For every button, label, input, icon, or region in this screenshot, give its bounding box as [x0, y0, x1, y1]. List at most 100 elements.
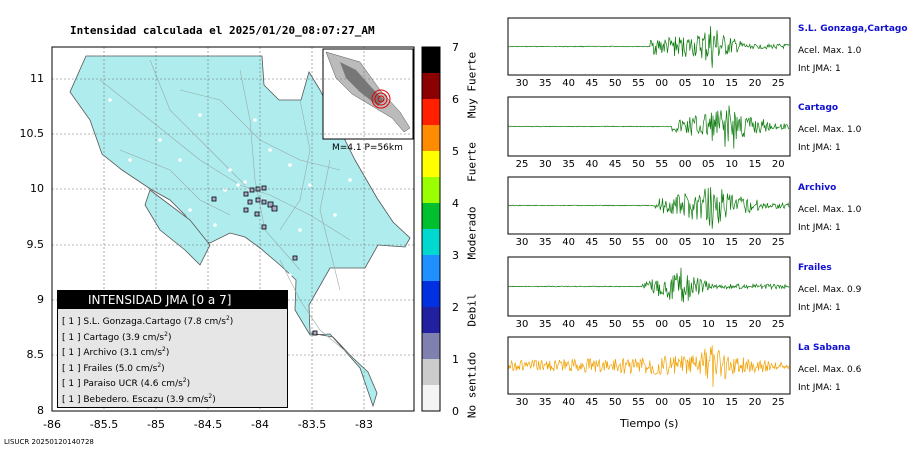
- map-x-tick-label: -85: [147, 418, 165, 431]
- legend-level: [ 1 ]: [62, 363, 81, 374]
- legend-unit-exponent: 2: [164, 330, 168, 338]
- trace-tick-label: 10: [702, 78, 715, 89]
- colorbar-tick-label: 5: [452, 145, 459, 158]
- trace-tick-label: 30: [515, 78, 529, 89]
- legend-row: [ 1 ] Cartago (3.9 cm/s2): [62, 331, 171, 343]
- map-y-tick-label: 9: [37, 293, 44, 306]
- trace-tick-label: 45: [608, 159, 622, 170]
- trace-int-jma: Int JMA: 1: [798, 383, 841, 393]
- trace-tick-label: 55: [655, 159, 669, 170]
- trace-tick-label: 40: [562, 319, 575, 330]
- trace-tick-label: 45: [585, 237, 599, 248]
- trace-station-name: S.L. Gonzaga,Cartago: [798, 24, 908, 34]
- trace-tick-label: 05: [702, 159, 715, 170]
- legend-level: [ 1 ]: [62, 379, 81, 389]
- trace-tick-label: 15: [725, 237, 739, 248]
- trace-int-jma: Int JMA: 1: [798, 143, 841, 153]
- legend-close: ): [229, 317, 234, 327]
- inset-magnitude-text: M=4.1 P=56km: [332, 143, 403, 153]
- trace-tick-label: 55: [632, 78, 645, 89]
- trace-tick-label: 00: [655, 319, 669, 330]
- map-x-tick-label: -84.5: [193, 418, 223, 431]
- waveform-trace: [508, 105, 790, 149]
- legend-station-name: Paraiso UCR: [83, 379, 138, 389]
- legend-station-name: S.L. Gonzaga.Cartago: [83, 317, 181, 327]
- trace-tick-label: 10: [725, 159, 739, 170]
- map-border: [51, 46, 415, 412]
- trace-tick-label: 35: [538, 319, 552, 330]
- map-y-tick-label: 11: [30, 72, 44, 85]
- intensity-legend: INTENSIDAD JMA [0 a 7] [ 1 ] S.L. Gonzag…: [57, 290, 288, 408]
- waveform-trace: [508, 345, 790, 388]
- trace-tick-label: 20: [748, 319, 762, 330]
- map-title: Intensidad calculada el 2025/01/20_08:07…: [70, 24, 375, 37]
- colorbar-category-label: No sentido: [465, 351, 479, 419]
- trace-tick-label: 20: [748, 78, 762, 89]
- trace-tick-label: 25: [771, 397, 785, 408]
- map-y-tick-label: 8.5: [26, 348, 45, 361]
- trace-tick-label: 10: [702, 397, 715, 408]
- trace-station-name: Cartago: [798, 103, 839, 113]
- colorbar: [421, 46, 441, 412]
- legend-level: [ 1 ]: [62, 394, 81, 405]
- legend-station-name: Frailes: [83, 363, 113, 374]
- trace-tick-label: 30: [515, 397, 529, 408]
- trace-tick-label: 30: [515, 319, 529, 330]
- trace-int-jma: Int JMA: 1: [798, 64, 841, 74]
- trace-tick-label: 10: [702, 319, 715, 330]
- trace-tick-label: 40: [585, 159, 599, 170]
- legend-row: [ 1 ] Paraiso UCR (4.6 cm/s2): [62, 377, 190, 389]
- trace-tick-label: 30: [515, 237, 529, 248]
- trace-acel-max: Acel. Max. 1.0: [798, 125, 862, 135]
- waveform-trace: [508, 267, 790, 303]
- legend-row: [ 1 ] Bebedero. Escazu (3.9 cm/s2): [62, 393, 216, 405]
- legend-close: ): [167, 332, 172, 343]
- legend-unit-exponent: 2: [182, 377, 187, 384]
- trace-int-jma: Int JMA: 1: [798, 303, 841, 313]
- trace-acel-max: Acel. Max. 0.9: [798, 285, 862, 295]
- trace-tick-label: 45: [585, 319, 599, 330]
- trace-tick-label: 15: [725, 319, 739, 330]
- trace-station-name: Archivo: [798, 183, 837, 193]
- trace-station-name: Frailes: [798, 263, 832, 273]
- legend-station-name: Bebedero. Escazu: [83, 394, 164, 405]
- trace-tick-label: 00: [678, 159, 692, 170]
- intensity-stations: [211, 185, 318, 336]
- trace-tick-label: 35: [538, 237, 552, 248]
- colorbar-category-label: Muy Fuerte: [465, 51, 479, 119]
- trace-tick-label: 35: [562, 159, 575, 170]
- trace-tick-label: 20: [771, 159, 785, 170]
- legend-station-name: Cartago: [83, 332, 120, 343]
- trace-tick-label: 20: [748, 397, 762, 408]
- trace-tick-label: 05: [678, 397, 692, 408]
- legend-value: (4.6 cm/s: [140, 379, 183, 389]
- trace-tick-label: 50: [632, 159, 645, 170]
- trace-tick-label: 15: [725, 78, 739, 89]
- nicoya-peninsula: [144, 189, 211, 266]
- trace-tick-label: 25: [515, 159, 529, 170]
- trace-tick-label: 15: [725, 397, 739, 408]
- trace-tick-label: 00: [655, 397, 669, 408]
- trace-tick-label: 35: [538, 397, 552, 408]
- trace-int-jma: Int JMA: 1: [798, 223, 841, 233]
- trace-tick-label: 15: [748, 159, 762, 170]
- trace-tick-label: 35: [538, 78, 552, 89]
- colorbar-tick-label: 7: [452, 41, 459, 54]
- trace-tick-label: 05: [678, 237, 692, 248]
- colorbar-tick-label: 6: [452, 93, 459, 106]
- legend-close: ): [161, 363, 165, 374]
- trace-tick-label: 25: [771, 237, 785, 248]
- trace-tick-label: 40: [562, 237, 575, 248]
- colorbar-tick-label: 4: [452, 197, 459, 210]
- trace-tick-label: 25: [771, 78, 785, 89]
- trace-tick-label: 55: [632, 237, 645, 248]
- trace-tick-label: 00: [655, 78, 669, 89]
- trace-tick-label: 05: [678, 78, 692, 89]
- trace-tick-label: 40: [562, 78, 575, 89]
- time-axis-label: Tiempo (s): [620, 417, 679, 430]
- legend-value: (7.8 cm/s: [183, 317, 226, 327]
- map-x-tick-label: -83: [355, 418, 373, 431]
- legend-close: ): [165, 348, 170, 358]
- map-y-tick-label: 10.5: [19, 127, 45, 140]
